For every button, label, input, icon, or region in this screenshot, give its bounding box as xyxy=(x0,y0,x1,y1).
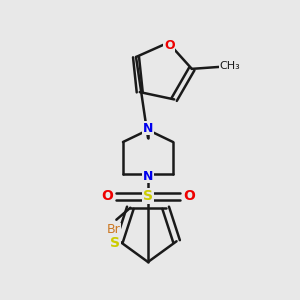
Text: S: S xyxy=(143,189,153,203)
Text: CH₃: CH₃ xyxy=(220,61,240,71)
Text: N: N xyxy=(143,169,153,182)
Text: O: O xyxy=(183,189,195,203)
Text: N: N xyxy=(143,122,153,134)
Text: O: O xyxy=(101,189,113,203)
Text: Br: Br xyxy=(106,223,120,236)
Text: S: S xyxy=(110,236,121,250)
Text: O: O xyxy=(164,39,175,52)
